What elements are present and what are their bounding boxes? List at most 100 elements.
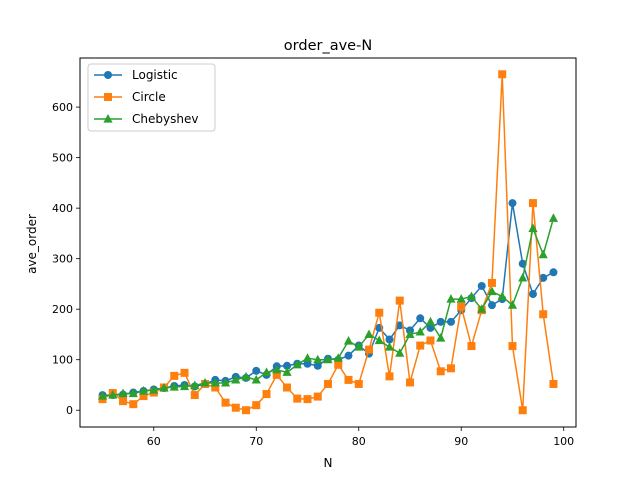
data-point-logistic: [539, 273, 548, 282]
data-point-chebyshev: [159, 382, 169, 392]
data-point-logistic: [436, 317, 445, 326]
data-point-circle: [313, 392, 322, 401]
data-point-circle: [293, 394, 302, 403]
data-point-circle: [446, 364, 455, 373]
data-point-logistic: [528, 290, 537, 299]
data-point-chebyshev: [384, 342, 395, 351]
data-point-chebyshev: [128, 388, 138, 398]
data-point-chebyshev: [272, 364, 282, 374]
data-point-circle: [170, 371, 179, 380]
data-point-chebyshev: [313, 354, 323, 364]
legend-label-chebyshev: Chebyshev: [132, 112, 198, 126]
y-tick-label: 0: [66, 404, 73, 417]
y-axis-label: ave_order: [25, 214, 39, 274]
data-point-chebyshev: [282, 367, 292, 376]
data-point-circle: [119, 397, 128, 406]
data-point-chebyshev: [138, 386, 149, 395]
data-point-circle: [508, 342, 517, 351]
data-point-circle: [426, 336, 435, 345]
data-point-chebyshev: [108, 390, 118, 399]
data-point-circle: [190, 391, 199, 400]
x-tick-label: 70: [249, 435, 263, 448]
data-point-circle: [528, 199, 537, 208]
data-point-circle: [467, 342, 476, 351]
data-point-chebyshev: [538, 249, 548, 259]
data-point-circle: [498, 70, 507, 79]
data-point-circle: [252, 401, 261, 410]
data-point-circle: [436, 367, 445, 376]
data-point-chebyshev: [456, 294, 466, 303]
data-point-chebyshev: [149, 385, 159, 394]
data-point-logistic: [344, 351, 353, 360]
data-point-logistic: [252, 366, 261, 375]
chart-title: order_ave-N: [284, 38, 372, 54]
data-point-logistic: [487, 301, 496, 310]
data-point-chebyshev: [210, 377, 220, 387]
data-point-chebyshev: [446, 294, 456, 303]
data-point-circle: [375, 308, 384, 317]
data-point-chebyshev: [169, 381, 179, 391]
data-point-circle: [416, 341, 425, 350]
data-point-circle: [405, 378, 414, 387]
data-point-chebyshev: [507, 300, 518, 309]
data-point-logistic: [549, 268, 558, 277]
data-point-chebyshev: [374, 335, 384, 345]
data-point-circle: [395, 296, 404, 305]
data-point-logistic: [477, 281, 486, 290]
data-point-circle: [354, 379, 363, 388]
y-tick-label: 400: [52, 202, 73, 215]
plot-frame: [79, 57, 577, 428]
data-point-chebyshev: [241, 371, 251, 381]
data-point-logistic: [395, 321, 404, 330]
data-point-circle: [334, 360, 343, 369]
data-point-circle: [231, 403, 240, 412]
legend-marker-logistic: [104, 71, 112, 79]
data-point-chebyshev: [548, 213, 559, 222]
data-point-chebyshev: [405, 329, 415, 339]
legend-label-logistic: Logistic: [132, 68, 178, 82]
data-point-logistic: [313, 361, 322, 370]
data-point-circle: [539, 310, 548, 319]
data-point-chebyshev: [354, 342, 364, 351]
data-point-circle: [221, 398, 230, 407]
data-point-chebyshev: [118, 388, 128, 398]
data-point-chebyshev: [292, 359, 302, 369]
data-point-circle: [549, 379, 558, 388]
legend-marker-circle: [104, 93, 112, 101]
x-axis-label: N: [324, 456, 333, 470]
data-point-circle: [303, 395, 312, 404]
data-point-circle: [180, 368, 189, 377]
y-tick-label: 300: [52, 253, 73, 266]
data-point-chebyshev: [200, 377, 210, 387]
data-point-circle: [242, 406, 251, 415]
data-point-circle: [487, 278, 496, 287]
data-point-circle: [272, 370, 281, 379]
data-point-circle: [211, 383, 220, 392]
data-point-chebyshev: [97, 391, 108, 400]
data-point-logistic: [385, 335, 394, 344]
data-point-circle: [518, 406, 527, 415]
x-tick-label: 80: [352, 435, 366, 448]
x-tick-label: 100: [553, 435, 574, 448]
data-point-chebyshev: [220, 377, 231, 387]
axis-layer: 60 70 80 90 100 0 100 200 300 400 500 600: [52, 101, 574, 448]
data-point-chebyshev: [333, 353, 343, 362]
data-point-chebyshev: [251, 374, 261, 384]
series-chebyshev: [97, 213, 559, 400]
data-point-logistic: [416, 314, 425, 323]
data-point-chebyshev: [497, 291, 507, 301]
data-point-logistic: [283, 361, 292, 370]
data-point-circle: [262, 390, 271, 399]
data-point-chebyshev: [302, 353, 313, 362]
data-point-circle: [344, 375, 353, 384]
data-point-chebyshev: [528, 223, 538, 232]
x-tick-label: 60: [147, 435, 161, 448]
data-point-chebyshev: [487, 286, 497, 296]
data-point-chebyshev: [477, 304, 487, 313]
data-point-logistic: [446, 317, 455, 326]
data-point-chebyshev: [364, 329, 374, 339]
data-point-circle: [364, 345, 373, 354]
data-point-chebyshev: [518, 272, 528, 282]
data-point-chebyshev: [343, 336, 354, 345]
data-point-chebyshev: [395, 348, 405, 357]
